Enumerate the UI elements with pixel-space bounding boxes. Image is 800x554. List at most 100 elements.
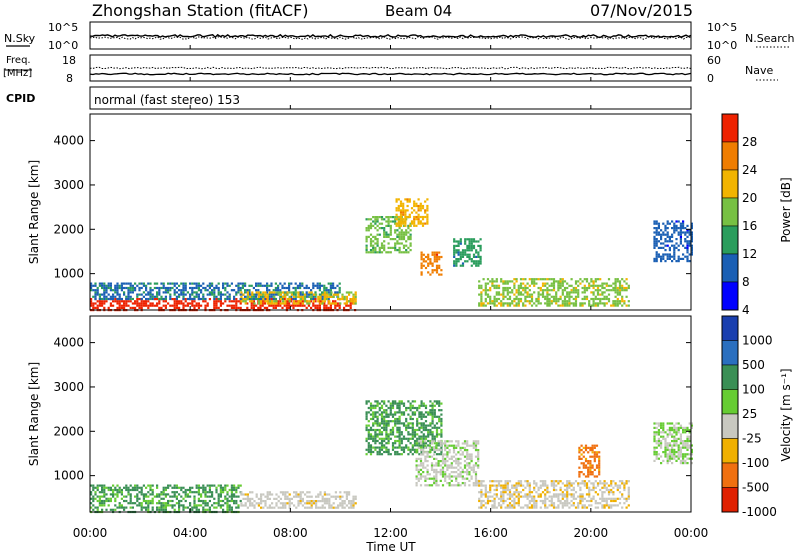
heatmap-cell <box>472 471 475 474</box>
heatmap-cell <box>328 504 331 507</box>
heatmap-cell <box>109 304 112 307</box>
heatmap-cell <box>416 433 419 436</box>
heatmap-cell <box>484 284 487 287</box>
heatmap-cell <box>337 506 340 509</box>
heatmap-cell <box>279 506 282 509</box>
heatmap-cell <box>607 491 611 494</box>
heatmap-cell <box>376 439 379 443</box>
heatmap-cell <box>686 242 689 245</box>
colorbar-segment <box>721 197 739 227</box>
heatmap-cell <box>321 506 324 509</box>
heatmap-cell <box>552 480 556 483</box>
heatmap-cell <box>385 404 388 407</box>
heatmap-cell <box>590 504 593 507</box>
heatmap-cell <box>398 437 401 440</box>
heatmap-cell <box>450 471 453 474</box>
heatmap-cell <box>92 495 95 498</box>
heatmap-cell <box>380 433 384 436</box>
heatmap-cell <box>96 488 99 492</box>
heatmap-cell <box>588 286 591 290</box>
heatmap-cell <box>441 471 445 474</box>
heatmap-cell <box>419 453 423 456</box>
heatmap-cell <box>577 284 580 287</box>
heatmap-cell <box>603 302 606 305</box>
heatmap-cell <box>593 446 596 449</box>
heatmap-cell <box>380 422 384 425</box>
heatmap-cell <box>671 453 674 456</box>
heatmap-cell <box>112 300 115 303</box>
heatmap-cell <box>513 486 516 489</box>
heatmap-cell <box>433 450 436 454</box>
heatmap-cell <box>323 295 326 298</box>
heatmap-cell <box>376 400 379 403</box>
heatmap-cell <box>387 246 390 249</box>
heatmap-cell <box>623 502 626 505</box>
heatmap-cell <box>374 242 377 245</box>
heatmap-cell <box>413 222 416 225</box>
heatmap-cell <box>463 455 467 458</box>
heatmap-cell <box>239 297 242 301</box>
heatmap-cell <box>655 229 658 232</box>
heatmap-cell <box>343 500 346 503</box>
heatmap-cell <box>417 207 420 210</box>
heatmap-cell <box>354 495 357 498</box>
heatmap-cell <box>123 293 126 296</box>
heatmap-cell <box>477 253 480 256</box>
heatmap-cell <box>583 482 586 485</box>
heatmap-cell <box>189 286 192 290</box>
heatmap-cell <box>582 455 585 458</box>
heatmap-cell <box>625 506 628 509</box>
heatmap-cell <box>601 302 604 305</box>
heatmap-cell <box>406 209 409 212</box>
heatmap-cell <box>409 422 412 425</box>
heatmap-cell <box>380 437 384 440</box>
heatmap-cell <box>568 293 571 296</box>
heatmap-cell <box>321 297 324 301</box>
heatmap-cell <box>191 486 194 489</box>
heatmap-cell <box>323 493 326 496</box>
heatmap-cell <box>125 282 128 285</box>
heatmap-cell <box>601 493 604 496</box>
heatmap-cell <box>466 464 469 467</box>
heatmap-cell <box>440 273 443 276</box>
heatmap-cell <box>491 506 494 509</box>
noise-right-tick-bottom: 10^0 <box>707 39 737 52</box>
heatmap-cell <box>213 304 216 307</box>
heatmap-cell <box>98 282 101 285</box>
heatmap-cell <box>528 293 531 296</box>
heatmap-cell <box>621 297 624 301</box>
heatmap-cell <box>682 453 685 456</box>
heatmap-cell <box>164 506 167 509</box>
heatmap-cell <box>409 249 412 252</box>
heatmap-cell <box>195 282 198 285</box>
heatmap-cell <box>627 504 630 507</box>
heatmap-cell <box>268 302 271 305</box>
heatmap-cell <box>482 499 485 503</box>
heatmap-cell <box>453 240 456 243</box>
heatmap-cell <box>213 293 216 296</box>
heatmap-cell <box>420 266 423 270</box>
heatmap-cell <box>253 504 256 507</box>
heatmap-cell <box>603 486 606 489</box>
heatmap-cell <box>519 484 523 487</box>
heatmap-cell <box>675 242 678 245</box>
heatmap-cell <box>550 302 553 305</box>
heatmap-cell <box>376 450 379 454</box>
heatmap-cell <box>513 502 516 505</box>
heatmap-cell <box>684 429 687 432</box>
heatmap-cell <box>524 300 527 303</box>
heatmap-cell <box>616 484 619 487</box>
heatmap-cell <box>417 215 420 219</box>
heatmap-cell <box>515 278 518 281</box>
heatmap-cell <box>502 302 505 305</box>
heatmap-cell <box>184 286 187 290</box>
heatmap-cell <box>369 433 373 436</box>
heatmap-cell <box>594 278 597 281</box>
heatmap-cell <box>387 439 390 443</box>
heatmap-cell <box>407 231 410 234</box>
heatmap-cell <box>530 491 534 494</box>
heatmap-cell <box>315 504 318 507</box>
heatmap-cell <box>257 497 260 500</box>
heatmap-cell <box>244 289 247 292</box>
heatmap-cell <box>427 411 430 414</box>
